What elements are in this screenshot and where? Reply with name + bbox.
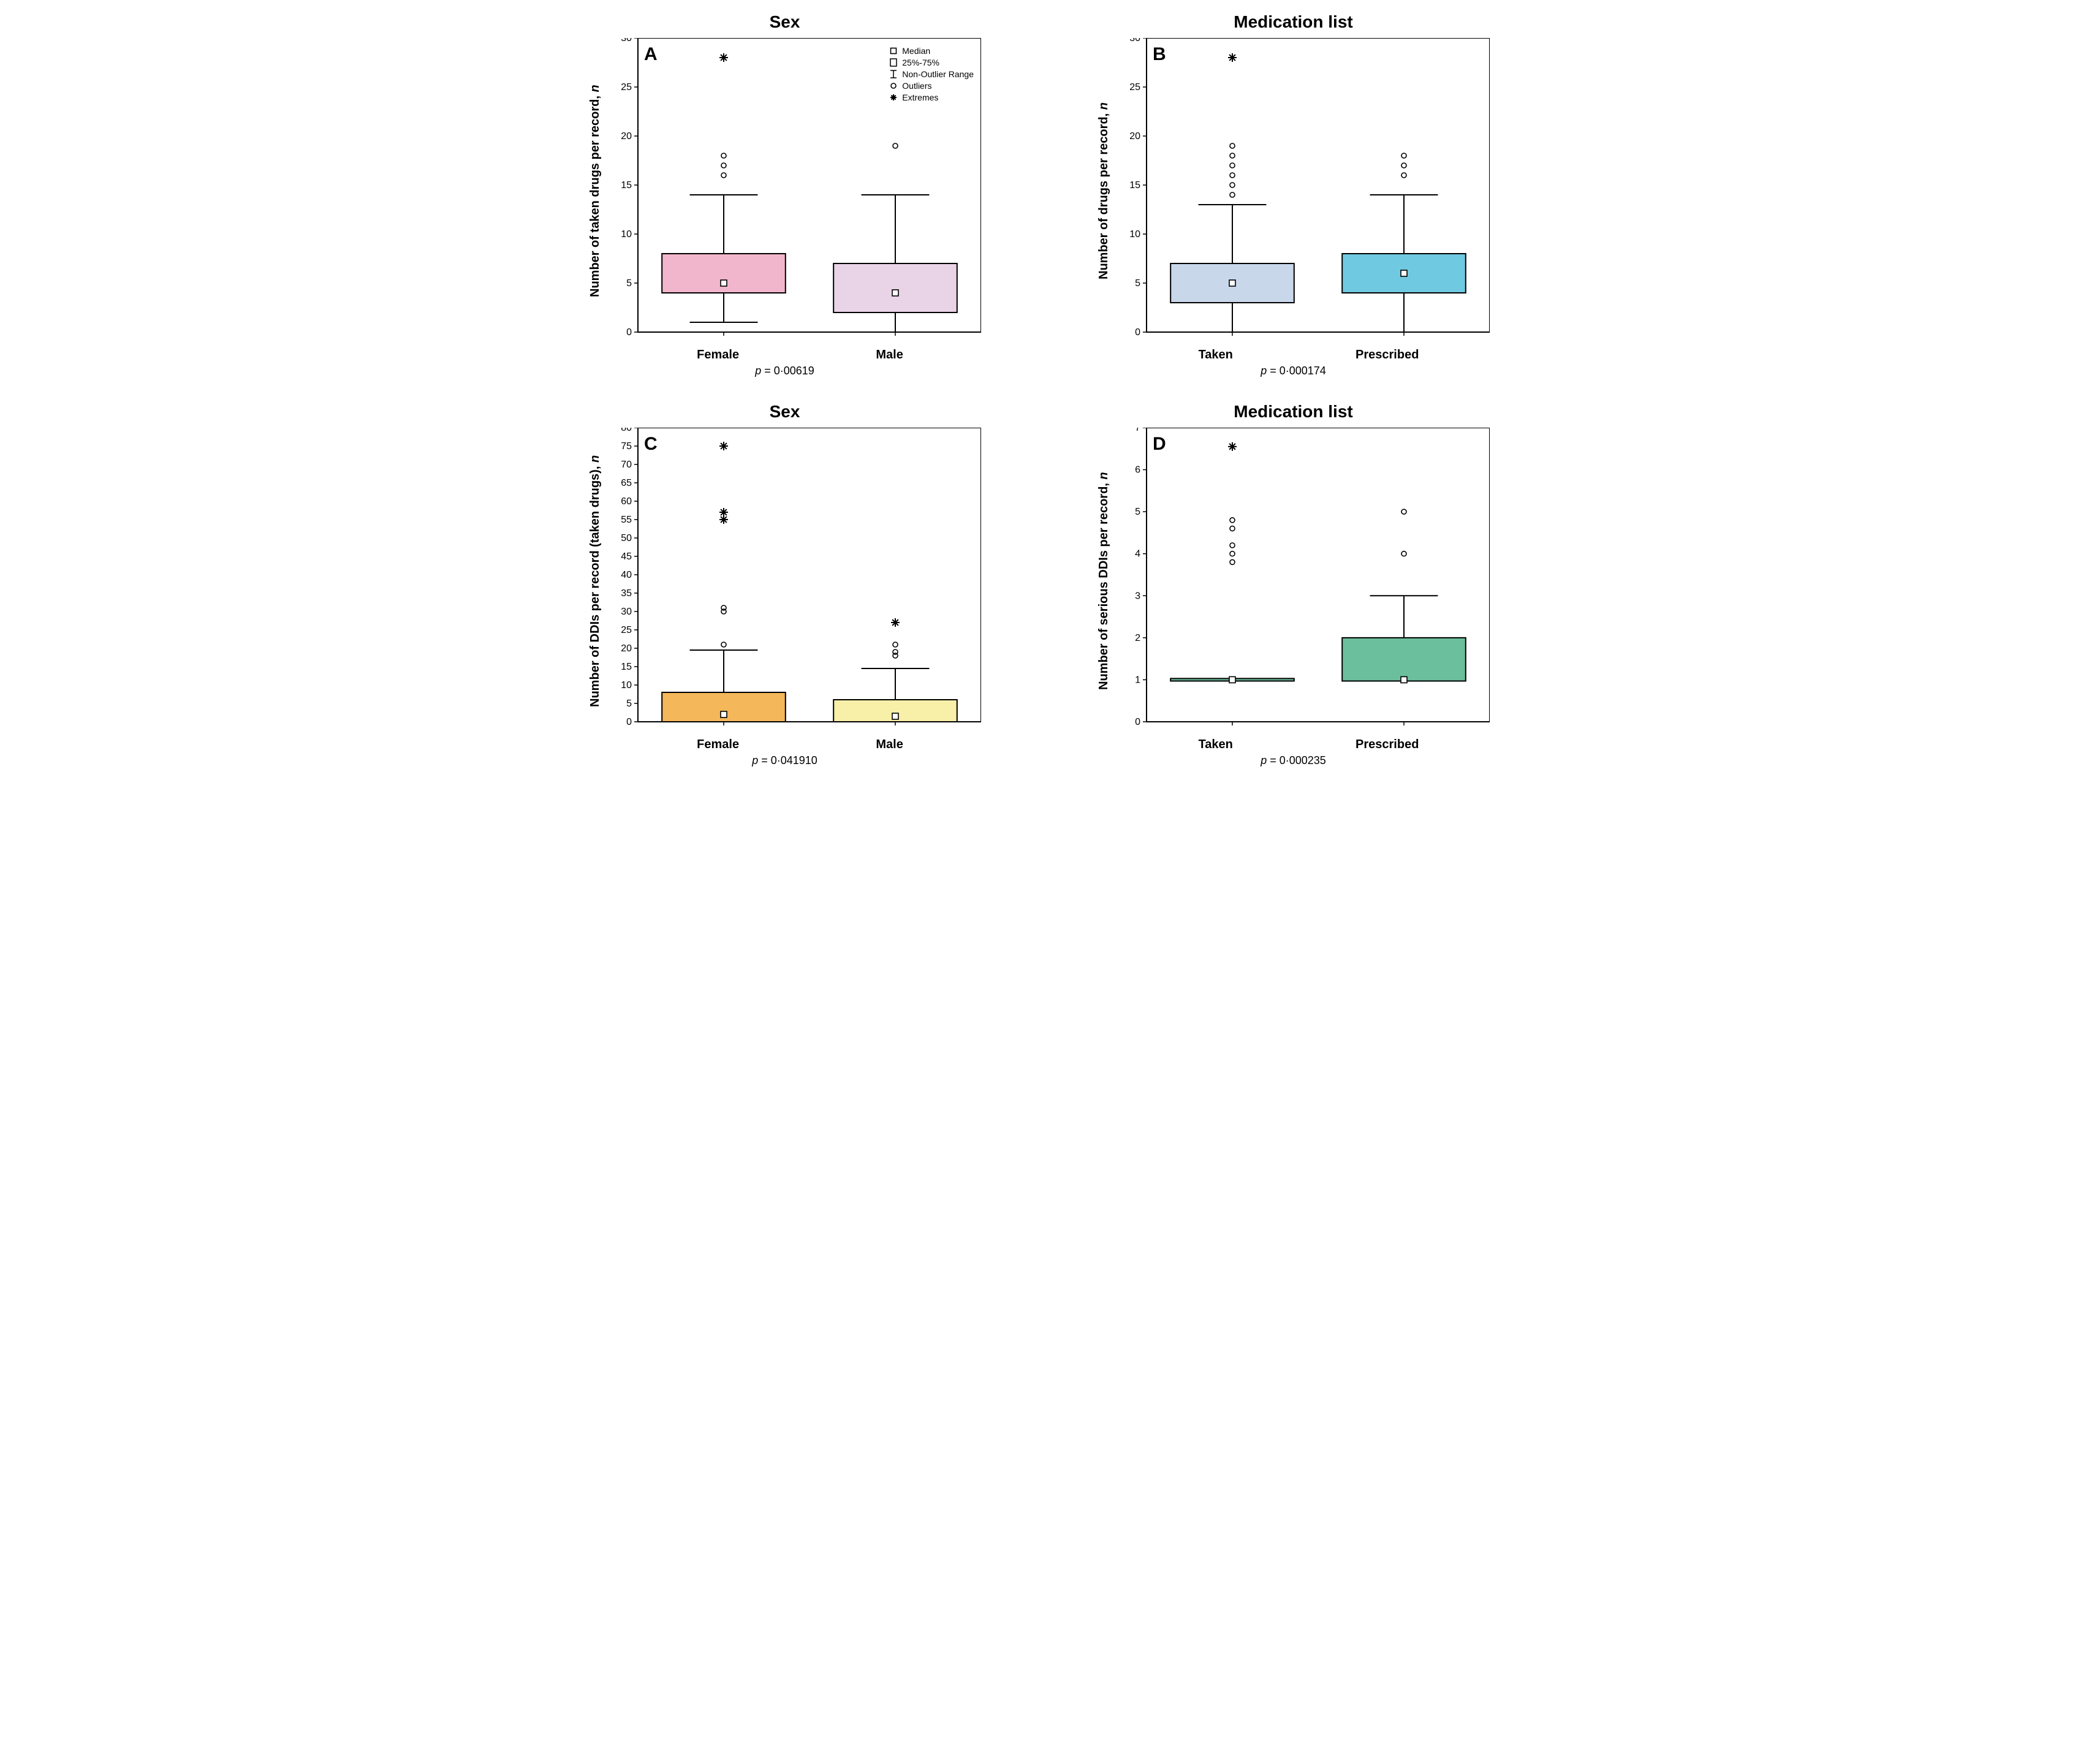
y-axis-label: Number of serious DDIs per record, n (1097, 428, 1111, 734)
svg-text:15: 15 (621, 662, 632, 672)
boxplot-svg: 0 1 2 3 4 5 6 7 (1116, 428, 1490, 734)
chart-grid: Sex Number of taken drugs per record, n 0 5… (549, 12, 1530, 767)
svg-text:2: 2 (1135, 633, 1140, 643)
panel-A: Sex Number of taken drugs per record, n 0 5… (549, 12, 1021, 377)
legend-symbol (889, 93, 898, 102)
svg-text:25: 25 (621, 625, 632, 635)
x-axis-labels: Female Male (629, 348, 972, 362)
svg-text:5: 5 (626, 278, 632, 289)
category-label: Male (876, 738, 903, 752)
legend-item: Median (889, 45, 974, 57)
svg-text:0: 0 (1135, 327, 1140, 338)
p-value: p = 0·041910 (752, 754, 817, 767)
svg-text:60: 60 (621, 496, 632, 507)
svg-text:30: 30 (1129, 38, 1140, 44)
svg-text:4: 4 (1135, 549, 1140, 559)
y-axis-label: Number of taken drugs per record, n (588, 38, 602, 344)
legend-symbol (889, 69, 898, 79)
svg-text:65: 65 (621, 478, 632, 488)
svg-text:0: 0 (626, 717, 632, 727)
svg-text:20: 20 (621, 643, 632, 654)
legend-label: Non-Outlier Range (902, 69, 974, 80)
boxplot-svg: 0 5 10 15 20 25 30 (1116, 38, 1490, 344)
y-axis-label: Number of DDIs per record (taken drugs),… (588, 428, 602, 734)
panel-title: Sex (770, 12, 800, 32)
svg-text:25: 25 (621, 82, 632, 93)
x-axis-labels: Female Male (629, 738, 972, 752)
svg-text:7: 7 (1135, 428, 1140, 433)
svg-text:75: 75 (621, 441, 632, 452)
x-axis-labels: Taken Prescribed (1137, 348, 1481, 362)
panel-letter: C (644, 434, 658, 455)
category-label: Male (876, 348, 903, 362)
legend-label: Outliers (902, 80, 931, 92)
svg-text:15: 15 (621, 180, 632, 191)
legend-label: Median (902, 45, 930, 57)
svg-text:55: 55 (621, 515, 632, 525)
panel-D: Medication list Number of serious DDIs pe… (1058, 402, 1530, 767)
svg-text:20: 20 (1129, 131, 1140, 142)
svg-text:30: 30 (621, 607, 632, 617)
svg-text:10: 10 (621, 229, 632, 240)
legend-item: Non-Outlier Range (889, 69, 974, 80)
svg-text:50: 50 (621, 533, 632, 543)
svg-text:45: 45 (621, 551, 632, 562)
svg-text:35: 35 (621, 588, 632, 599)
p-value: p = 0·000174 (1261, 365, 1326, 377)
p-value: p = 0·00619 (755, 365, 814, 377)
boxplot-svg: 0 5 10 15 20 25 30 35 40 45 50 55 60 65 70 75 80 (607, 428, 981, 734)
p-value: p = 0·000235 (1261, 754, 1326, 767)
legend-item: 25%-75% (889, 57, 974, 69)
category-label: Taken (1199, 738, 1233, 752)
svg-text:6: 6 (1135, 465, 1140, 475)
svg-text:10: 10 (1129, 229, 1140, 240)
svg-text:5: 5 (1135, 278, 1140, 289)
legend-symbol (889, 81, 898, 91)
svg-text:0: 0 (1135, 717, 1140, 727)
legend-label: 25%-75% (902, 57, 939, 69)
panel-letter: A (644, 44, 658, 65)
y-axis-label: Number of drugs per record, n (1097, 38, 1111, 344)
panel-letter: D (1153, 434, 1166, 455)
legend-symbol (889, 58, 898, 67)
legend-item: Extremes (889, 92, 974, 104)
svg-text:3: 3 (1135, 591, 1140, 601)
legend-symbol (889, 46, 898, 56)
panel-letter: B (1153, 44, 1166, 65)
category-label: Female (697, 738, 739, 752)
legend: Median25%-75%Non-Outlier RangeOutliersEx… (889, 45, 974, 103)
svg-text:15: 15 (1129, 180, 1140, 191)
svg-text:25: 25 (1129, 82, 1140, 93)
panel-title: Medication list (1234, 402, 1352, 422)
svg-text:0: 0 (626, 327, 632, 338)
svg-text:20: 20 (621, 131, 632, 142)
panel-title: Sex (770, 402, 800, 422)
svg-text:30: 30 (621, 38, 632, 44)
category-label: Taken (1199, 348, 1233, 362)
svg-text:70: 70 (621, 460, 632, 470)
svg-text:80: 80 (621, 428, 632, 433)
x-axis-labels: Taken Prescribed (1137, 738, 1481, 752)
legend-item: Outliers (889, 80, 974, 92)
panel-title: Medication list (1234, 12, 1352, 32)
svg-text:5: 5 (1135, 507, 1140, 517)
svg-text:10: 10 (621, 680, 632, 691)
category-label: Female (697, 348, 739, 362)
svg-text:5: 5 (626, 698, 632, 709)
legend-label: Extremes (902, 92, 938, 104)
svg-text:1: 1 (1135, 675, 1140, 685)
panel-C: Sex Number of DDIs per record (taken drug… (549, 402, 1021, 767)
category-label: Prescribed (1356, 738, 1419, 752)
panel-B: Medication list Number of drugs per recor… (1058, 12, 1530, 377)
svg-text:40: 40 (621, 570, 632, 580)
category-label: Prescribed (1356, 348, 1419, 362)
